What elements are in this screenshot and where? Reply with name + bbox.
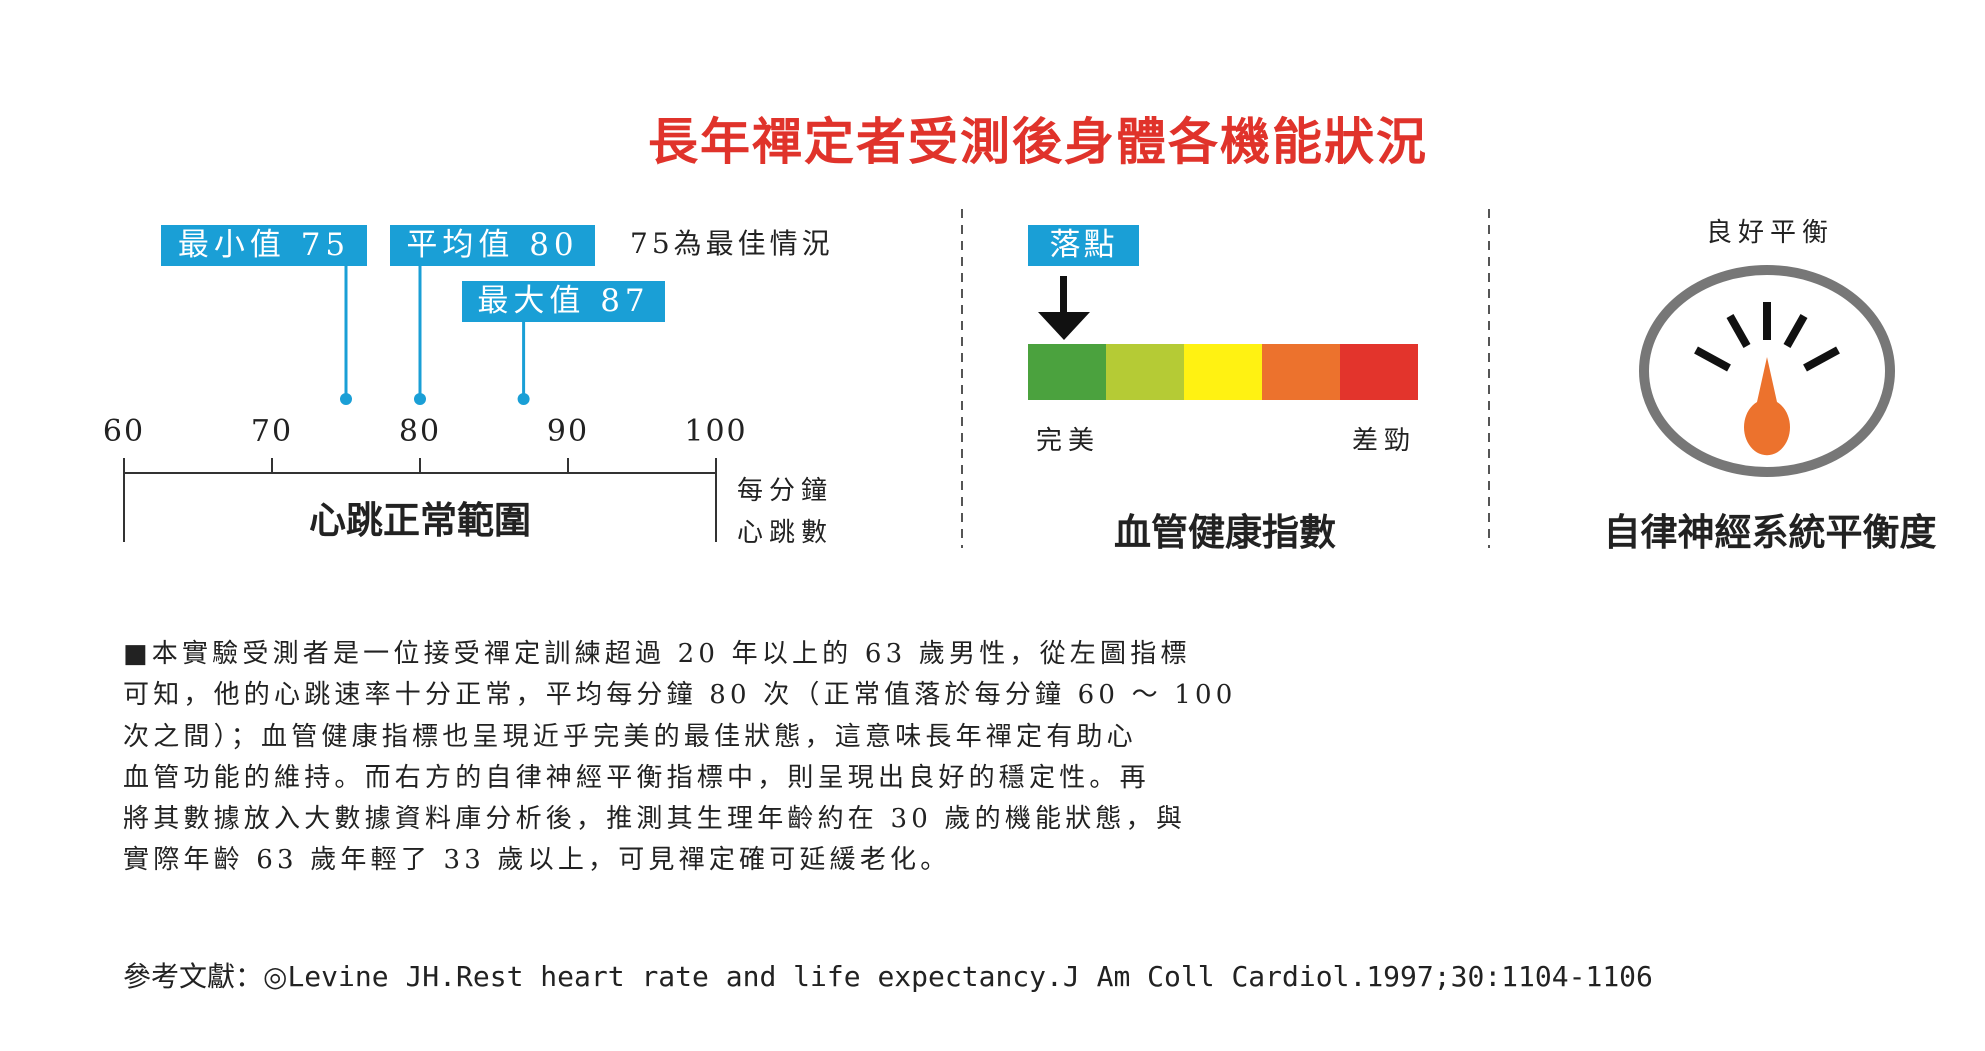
scale-segment-perfect: [1028, 344, 1106, 400]
tick-label: 90: [546, 414, 590, 449]
down-arrow-icon: [1038, 276, 1090, 340]
paragraph-line: 實際年齡 63 歲年輕了 33 歲以上，可見禪定確可延緩老化。: [123, 845, 951, 876]
paragraph-line: 可知，他的心跳速率十分正常，平均每分鐘 80 次（正常值落於每分鐘 60 ～ 1…: [123, 680, 1237, 711]
pointer-tag: 落點: [1028, 225, 1139, 266]
vascular-title: 血管健康指數: [1114, 511, 1336, 554]
best-note: 75為最佳情況: [630, 227, 834, 260]
tick-label: 60: [102, 414, 146, 449]
page-title: 長年禪定者受測後身體各機能狀況: [648, 113, 1428, 171]
health-scale-bar: [1028, 344, 1418, 400]
paragraph-line: 血管功能的維持。而右方的自律神經平衡指標中，則呈現出良好的穩定性。再: [123, 762, 1150, 793]
unit-line-1: 每分鐘: [737, 476, 834, 506]
reference: 參考文獻：◎Levine JH.Rest heart rate and life…: [123, 955, 1653, 995]
heart-range-title: 心跳正常範圍: [309, 499, 531, 542]
description-paragraph: ■本實驗受測者是一位接受禪定訓練超過 20 年以上的 63 歲男性，從左圖指標 …: [123, 634, 1413, 882]
scale-segment: [1262, 344, 1340, 400]
marker-pin-dot: [414, 393, 426, 405]
bullet-icon: ■: [123, 639, 152, 669]
marker-pin-dot: [517, 393, 530, 405]
tick-label: 80: [398, 414, 442, 449]
poor-label: 差勁: [1352, 426, 1417, 456]
autonomic-title: 自律神經系統平衡度: [1603, 511, 1937, 554]
paragraph-line: 本實驗受測者是一位接受禪定訓練超過 20 年以上的 63 歲男性，從左圖指標: [151, 639, 1191, 669]
balance-label: 良好平衡: [1705, 218, 1835, 248]
perfect-label: 完美: [1036, 426, 1101, 456]
avg-value-tag: 平均值 80: [390, 225, 595, 266]
scale-segment: [1106, 344, 1184, 400]
scale-segment-poor: [1340, 344, 1418, 400]
reference-label: 參考文獻：◎: [123, 960, 288, 993]
max-value-tag: 最大值 87: [462, 281, 665, 322]
paragraph-line: 將其數據放入大數據資料庫分析後，推測其生理年齡約在 30 歲的機能狀態，與: [123, 804, 1187, 835]
gauge-icon: [1639, 265, 1895, 477]
min-value-tag: 最小值 75: [161, 225, 367, 266]
marker-pin-dot: [340, 393, 352, 405]
tick-label: 70: [250, 414, 294, 449]
paragraph-line: 次之間）；血管健康指標也呈現近乎完美的最佳狀態，這意味長年禪定有助心: [123, 721, 1137, 752]
unit-line-2: 心跳數: [737, 518, 834, 548]
scale-segment: [1184, 344, 1262, 400]
tick-label: 100: [684, 414, 748, 449]
reference-text: Levine JH.Rest heart rate and life expec…: [287, 960, 1653, 993]
